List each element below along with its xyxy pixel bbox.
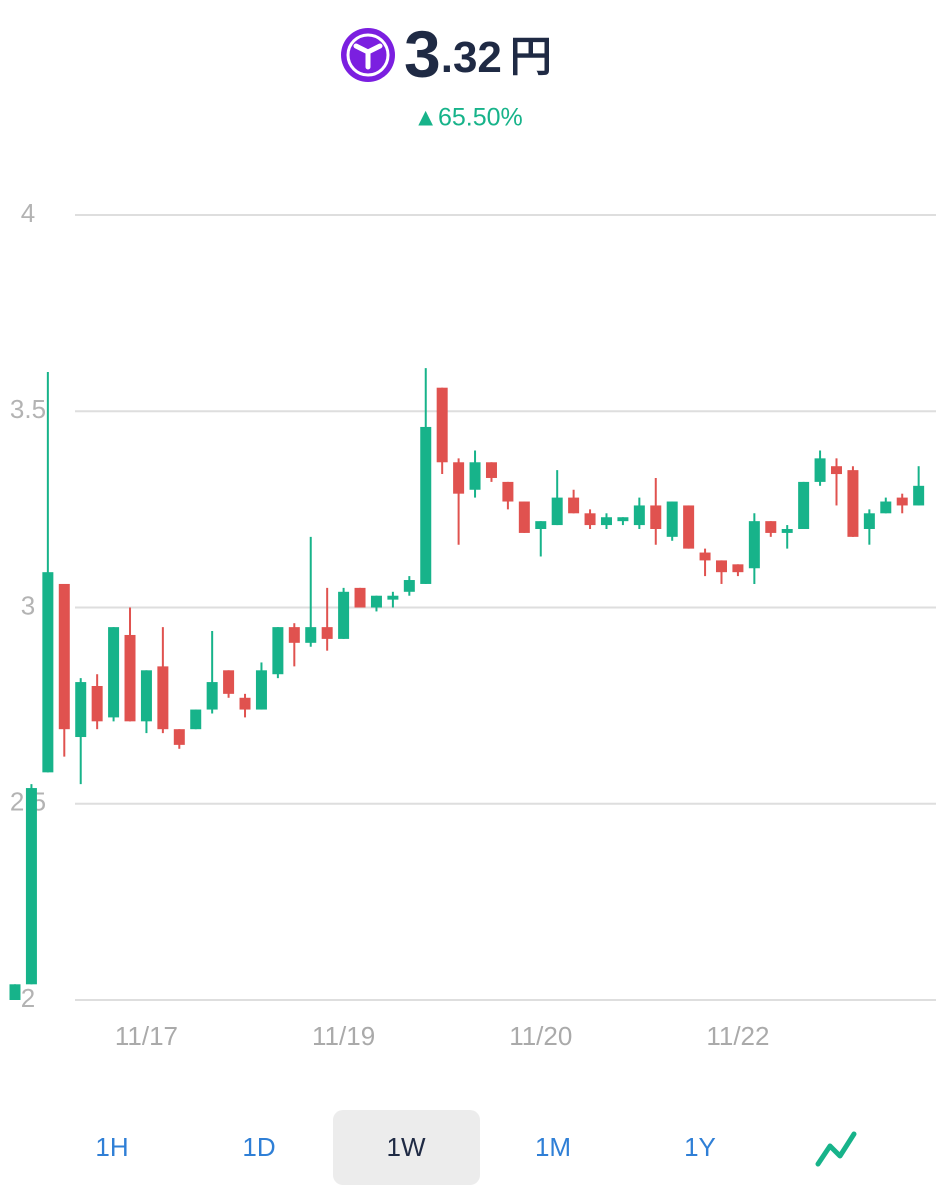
candle-body xyxy=(190,709,202,730)
candle-body xyxy=(650,505,662,529)
candle-body xyxy=(732,564,744,573)
candle-body xyxy=(453,462,465,494)
tab[interactable]: 1Y xyxy=(684,1132,716,1162)
candle-body xyxy=(42,572,54,773)
candle-body xyxy=(403,580,415,592)
candle-body xyxy=(831,466,842,475)
candle-body xyxy=(485,462,497,478)
candle-body xyxy=(518,501,530,533)
y-tick-label: 4 xyxy=(21,198,35,228)
candle-body xyxy=(880,501,892,514)
candle-body xyxy=(847,470,859,537)
y-tick-label: 2 xyxy=(21,983,35,1013)
candle-body xyxy=(173,729,185,745)
tab[interactable]: 1W xyxy=(387,1132,426,1162)
candle-body xyxy=(748,521,760,569)
candle-body xyxy=(568,497,580,514)
tab[interactable]: 1H xyxy=(95,1132,128,1162)
x-tick-label: 11/19 xyxy=(312,1021,375,1051)
candle-body xyxy=(338,591,350,639)
candle-body xyxy=(354,587,366,608)
x-tick-label: 11/17 xyxy=(115,1021,178,1051)
candle-body xyxy=(617,517,629,522)
candle-body xyxy=(551,497,563,526)
candle-body xyxy=(502,481,514,502)
tab[interactable]: 1D xyxy=(242,1132,275,1162)
price-dec: .32 xyxy=(441,33,502,82)
candle-body xyxy=(25,788,37,985)
candle-body xyxy=(288,627,300,643)
y-tick-label: 3 xyxy=(21,590,35,620)
candle-body xyxy=(255,670,267,710)
candle-body xyxy=(600,517,612,526)
candle-body xyxy=(9,984,21,1000)
candle-body xyxy=(91,686,103,722)
candle-body xyxy=(157,666,169,730)
candle-body xyxy=(420,426,432,584)
tab-bar: 1H 1D 1W 1M 1Y xyxy=(95,1110,716,1185)
candle-body xyxy=(124,634,136,722)
candle-body xyxy=(798,481,810,529)
candle-body xyxy=(321,627,333,639)
candle-body xyxy=(765,521,777,533)
candle-body xyxy=(58,583,70,730)
candle-body xyxy=(535,521,547,529)
price: 3.32 円 xyxy=(404,17,552,91)
candle-body xyxy=(814,458,826,482)
candle-body xyxy=(863,513,875,529)
tab[interactable]: 1M xyxy=(535,1132,571,1162)
candle-body xyxy=(633,505,645,526)
y-tick-label: 3.5 xyxy=(10,394,46,424)
candle-body xyxy=(239,697,251,710)
candle-body xyxy=(469,462,481,490)
candle-body xyxy=(781,529,793,533)
candle-body xyxy=(108,627,120,718)
candle-body xyxy=(666,501,678,537)
candle-body xyxy=(436,387,448,463)
currency: 円 xyxy=(510,33,552,80)
tab-selected-bg xyxy=(333,1110,480,1185)
candle-body xyxy=(223,670,235,694)
candle-body xyxy=(584,513,596,526)
x-tick-label: 11/20 xyxy=(509,1021,572,1051)
candle-body xyxy=(140,670,152,722)
candle-body xyxy=(896,497,908,506)
candle-body xyxy=(715,560,727,573)
candle-body xyxy=(206,682,218,710)
change: ▲65.50% xyxy=(413,104,523,132)
candle-body xyxy=(272,627,284,675)
candle-body xyxy=(699,552,711,561)
candle-body xyxy=(913,485,925,506)
coin-icon xyxy=(341,28,395,82)
chart-style-toggle[interactable] xyxy=(815,1131,857,1167)
candle-body xyxy=(370,595,382,608)
candle-body xyxy=(683,505,695,549)
candle-body xyxy=(75,682,87,738)
price-int: 3 xyxy=(404,17,441,91)
candle-body xyxy=(305,627,317,643)
x-tick-label: 11/22 xyxy=(706,1021,769,1051)
candle-body xyxy=(387,595,399,600)
